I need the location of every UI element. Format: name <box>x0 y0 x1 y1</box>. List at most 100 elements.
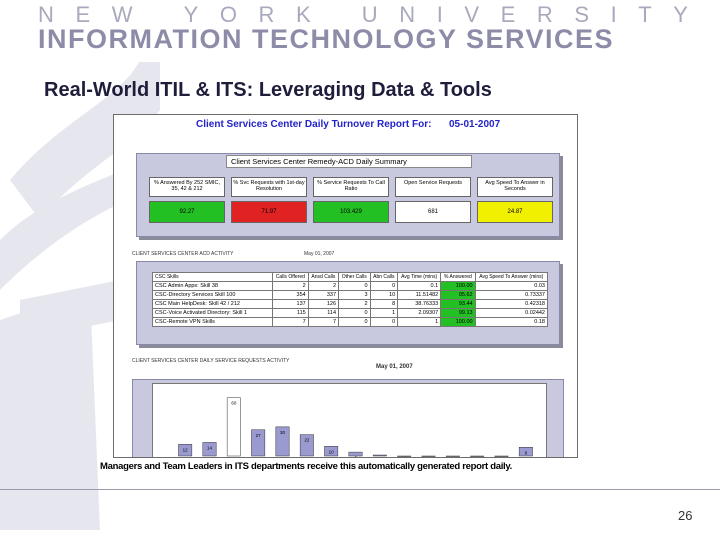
summary-header: Client Services Center Remedy-ACD Daily … <box>226 155 472 168</box>
table-row: CSC Main HelpDesk: Skill 42 / 212 137 126 2… <box>152 299 549 309</box>
table-cell: 95.62 <box>440 290 476 300</box>
summary-metric-value: 92.27 <box>149 201 225 223</box>
report-title: Client Services Center Daily Turnover Re… <box>196 119 432 130</box>
page-number: 26 <box>678 508 693 523</box>
table-cell: 2.09307 <box>397 308 442 318</box>
table-cell: 0.02442 <box>474 308 549 318</box>
slide-title: Real-World ITIL & ITS: Leveraging Data &… <box>44 79 492 101</box>
chart-bar <box>275 426 290 457</box>
table-cell: 0.1 <box>397 281 442 291</box>
col-header: % Answered <box>440 272 476 282</box>
table-cell: 99.13 <box>440 308 476 318</box>
chart-bar <box>251 429 266 457</box>
skills-table: CSC Skills Calls Offered Ansd Calls Othe… <box>152 272 549 327</box>
chart-bar-label: 9 <box>525 450 528 455</box>
chart-bar <box>348 451 363 457</box>
table-cell: 10 <box>369 290 399 300</box>
skills-date: May 01, 2007 <box>304 251 335 257</box>
chart-bar-label: 22 <box>304 438 310 443</box>
table-cell: 100.00 <box>440 281 476 291</box>
table-cell: 0 <box>369 317 399 327</box>
chart-bar <box>226 397 241 457</box>
table-cell: 1 <box>397 317 442 327</box>
summary-metric-label: Avg Speed To Answer in Seconds <box>477 177 553 197</box>
summary-metric-label: % Svc Requests with 1st-day Resolution <box>231 177 307 197</box>
summary-metric-value: 24.87 <box>477 201 553 223</box>
summary-metric-label: Open Service Requests <box>395 177 471 197</box>
table-cell: 0 <box>369 281 399 291</box>
summary-metric-label: % Answered By 252 SMIC, 35, 42 & 212 <box>149 177 225 197</box>
table-cell: 8 <box>369 299 399 309</box>
chart-bar <box>494 455 509 457</box>
table-cell: 100.00 <box>440 317 476 327</box>
slide-caption: Managers and Team Leaders in ITS departm… <box>100 461 512 472</box>
chart-bar-label: 10 <box>329 449 335 454</box>
table-cell: 93.44 <box>440 299 476 309</box>
table-cell: 1 <box>369 308 399 318</box>
summary-metric-value: 103.429 <box>313 201 389 223</box>
col-header: Ansd Calls <box>307 272 340 282</box>
table-cell: 3 <box>338 290 371 300</box>
chart-plot-area: 12146027302210419 <box>152 383 547 458</box>
col-header: Other Calls <box>338 272 371 282</box>
bar-chart: 12146027302210419 <box>178 397 533 458</box>
col-header: Avg Time (mins) <box>397 272 442 282</box>
table-cell: 114 <box>307 308 340 318</box>
table-cell: 2 <box>307 281 340 291</box>
chart-bar <box>445 455 460 457</box>
table-cell: 0 <box>338 308 371 318</box>
chart-bar <box>299 434 314 457</box>
footer-divider <box>0 489 720 490</box>
skills-caption: CLIENT SERVICES CENTER ACD ACTIVITY <box>132 251 234 257</box>
table-cell: 7 <box>272 317 309 327</box>
report-date: 05-01-2007 <box>449 119 501 130</box>
chart-date: May 01, 2007 <box>376 364 413 370</box>
table-cell: 2 <box>272 281 309 291</box>
chart-bar <box>178 444 193 457</box>
table-cell: 0 <box>338 317 371 327</box>
table-cell: 137 <box>272 299 309 309</box>
col-header: Abn Calls <box>369 272 399 282</box>
table-cell: 126 <box>307 299 340 309</box>
col-header: Avg Speed To Answer (mins) <box>474 272 549 282</box>
chart-bar <box>421 455 436 457</box>
table-cell: 354 <box>272 290 309 300</box>
table-row: CSC-Remote VPN Skills 7 7 0 0 1 100.00 0.18 <box>152 317 549 327</box>
table-cell: 337 <box>307 290 340 300</box>
chart-bar-label: 14 <box>207 445 213 450</box>
summary-metric-value: 71.97 <box>231 201 307 223</box>
banner-department-name: INFORMATION TECHNOLOGY SERVICES <box>38 24 615 54</box>
chart-bar-label: 4 <box>354 455 357 458</box>
col-header: Calls Offered <box>272 272 309 282</box>
col-header: CSC Skills <box>152 272 273 282</box>
table-cell: 7 <box>307 317 340 327</box>
table-row: CSC Admin Apps: Skill 38 2 2 0 0 0.1 100.00 0.0… <box>152 281 549 291</box>
table-cell: 2 <box>338 299 371 309</box>
table-row: CSC-Directory Services Skill 100 354 337 3 1… <box>152 290 549 300</box>
chart-bar-label: 30 <box>280 430 286 435</box>
report-image: Client Services Center Daily Turnover Re… <box>113 114 578 458</box>
table-cell: 38.76333 <box>397 299 442 309</box>
table-cell: 0.18 <box>474 317 549 327</box>
summary-metric-value: 681 <box>395 201 471 223</box>
skill-name-cell: CSC Admin Apps: Skill 38 <box>152 281 273 291</box>
table-cell: 11.51482 <box>397 290 442 300</box>
chart-bar-label: 12 <box>183 447 189 452</box>
skill-name-cell: CSC-Directory Services Skill 100 <box>152 290 273 300</box>
table-cell: 115 <box>272 308 309 318</box>
chart-bar <box>372 454 387 457</box>
chart-bar <box>518 447 533 457</box>
table-cell: 0.42318 <box>474 299 549 309</box>
chart-bar <box>470 455 485 457</box>
chart-bar <box>202 442 217 457</box>
chart-bar-label: 27 <box>256 433 262 438</box>
skills-table-header: CSC Skills Calls Offered Ansd Calls Othe… <box>152 272 549 282</box>
table-row: CSC-Voice Activated Directory: Skill 1 11… <box>152 308 549 318</box>
chart-bar <box>324 446 339 457</box>
summary-metric-label: % Service Requests To Call Ratio <box>313 177 389 197</box>
skill-name-cell: CSC-Remote VPN Skills <box>152 317 273 327</box>
chart-bar <box>397 455 412 457</box>
table-cell: 0.03 <box>474 281 549 291</box>
torch-watermark <box>0 60 160 530</box>
